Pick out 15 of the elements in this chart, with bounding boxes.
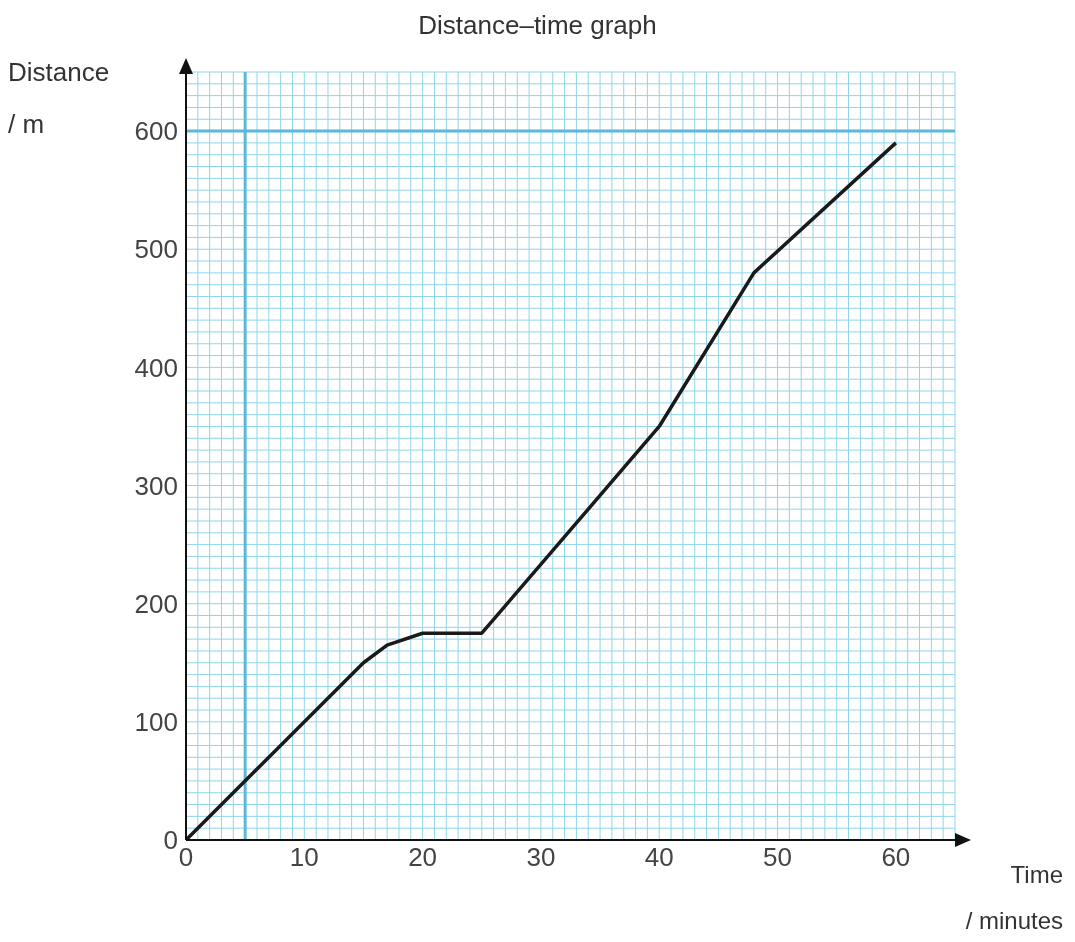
chart-title: Distance–time graph [417,9,658,42]
y-tick-label: 500 [134,234,178,265]
y-tick-label: 200 [134,588,178,619]
x-tick-label: 20 [408,842,438,873]
x-tick-label: 60 [881,842,911,873]
x-tick-label: 40 [644,842,674,873]
x-tick-label: 50 [763,842,792,873]
y-axis-title: Distance / m [8,56,110,141]
y-tick-label: 400 [134,352,178,383]
y-tick-label: 100 [134,707,178,738]
y-tick-label: 300 [134,470,178,501]
x-tick-label: 30 [526,842,556,873]
y-tick-label: 600 [134,116,178,147]
x-axis-title: Time / minutes [964,860,1063,936]
x-tick-label: 10 [289,842,319,873]
